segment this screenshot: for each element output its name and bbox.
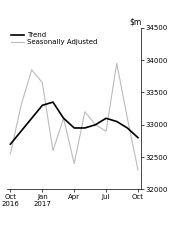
Line: Seasonally Adjusted: Seasonally Adjusted: [10, 63, 138, 170]
Seasonally Adjusted: [62, 117, 65, 120]
Trend: [52, 101, 54, 103]
Trend: [9, 143, 12, 146]
Trend: [116, 120, 118, 123]
Trend: [94, 123, 96, 126]
Trend: [73, 127, 75, 129]
Seasonally Adjusted: [52, 149, 54, 152]
Trend: [31, 117, 33, 120]
Trend: [20, 130, 22, 133]
Seasonally Adjusted: [20, 104, 22, 107]
Trend: [105, 117, 107, 120]
Trend: [126, 127, 129, 129]
Seasonally Adjusted: [137, 169, 139, 171]
Seasonally Adjusted: [41, 81, 43, 84]
Trend: [41, 104, 43, 107]
Seasonally Adjusted: [84, 110, 86, 113]
Seasonally Adjusted: [116, 62, 118, 65]
Seasonally Adjusted: [105, 130, 107, 133]
Text: $m: $m: [129, 17, 141, 26]
Seasonally Adjusted: [9, 152, 12, 155]
Legend: Trend, Seasonally Adjusted: Trend, Seasonally Adjusted: [11, 31, 98, 46]
Seasonally Adjusted: [73, 162, 75, 165]
Seasonally Adjusted: [94, 123, 96, 126]
Seasonally Adjusted: [126, 117, 129, 120]
Trend: [62, 117, 65, 120]
Trend: [84, 127, 86, 129]
Trend: [137, 136, 139, 139]
Line: Trend: Trend: [10, 102, 138, 144]
Seasonally Adjusted: [31, 68, 33, 71]
